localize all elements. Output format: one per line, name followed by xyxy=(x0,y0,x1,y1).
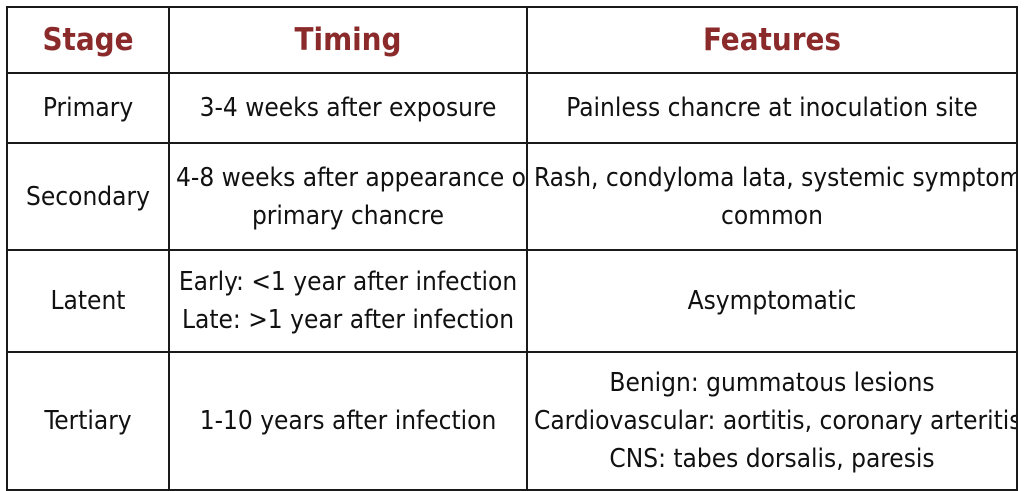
stage-cell: Secondary xyxy=(6,142,170,251)
table-row-tertiary: Tertiary 1-10 years after infection Beni… xyxy=(6,351,1018,491)
header-stage: Stage xyxy=(6,6,170,74)
features-line: Benign: gummatous lesions xyxy=(609,368,935,398)
table-row-secondary: Secondary 4-8 weeks after appearance of … xyxy=(6,142,1018,251)
timing-line: 1-10 years after infection xyxy=(199,406,497,436)
stage-cell: Tertiary xyxy=(6,351,170,491)
timing-line: Early: <1 year after infection xyxy=(178,267,518,297)
timing-cell: Early: <1 year after infection Late: >1 … xyxy=(168,249,528,353)
header-features: Features xyxy=(526,6,1018,74)
features-cell: Rash, condyloma lata, systemic symptoms … xyxy=(526,142,1018,251)
timing-line: Late: >1 year after infection xyxy=(181,305,515,335)
table-row-primary: Primary 3-4 weeks after exposure Painles… xyxy=(6,72,1018,144)
features-cell: Asymptomatic xyxy=(526,249,1018,353)
timing-cell: 4-8 weeks after appearance of primary ch… xyxy=(168,142,528,251)
features-line: common xyxy=(721,200,823,231)
features-line: CNS: tabes dorsalis, paresis xyxy=(609,444,935,474)
timing-line: 4-8 weeks after appearance of xyxy=(176,162,527,193)
stage-cell: Latent xyxy=(6,249,170,353)
timing-cell: 1-10 years after infection xyxy=(168,351,528,491)
features-line: Asymptomatic xyxy=(687,286,857,316)
timing-line: 3-4 weeks after exposure xyxy=(199,93,497,123)
features-line: Painless chancre at inoculation site xyxy=(566,93,978,123)
timing-cell: 3-4 weeks after exposure xyxy=(168,72,528,144)
syphilis-stages-table-container: Stage Timing Features Primary 3-4 weeks … xyxy=(6,6,1018,491)
syphilis-stages-table: Stage Timing Features Primary 3-4 weeks … xyxy=(6,6,1018,491)
header-timing: Timing xyxy=(168,6,528,74)
features-cell: Painless chancre at inoculation site xyxy=(526,72,1018,144)
table-row-latent: Latent Early: <1 year after infection La… xyxy=(6,249,1018,353)
features-line: Cardiovascular: aortitis, coronary arter… xyxy=(534,406,1017,436)
features-line: Rash, condyloma lata, systemic symptoms xyxy=(534,162,1017,193)
header-row: Stage Timing Features xyxy=(6,6,1018,74)
stage-cell: Primary xyxy=(6,72,170,144)
features-cell: Benign: gummatous lesions Cardiovascular… xyxy=(526,351,1018,491)
timing-line: primary chancre xyxy=(251,200,445,231)
